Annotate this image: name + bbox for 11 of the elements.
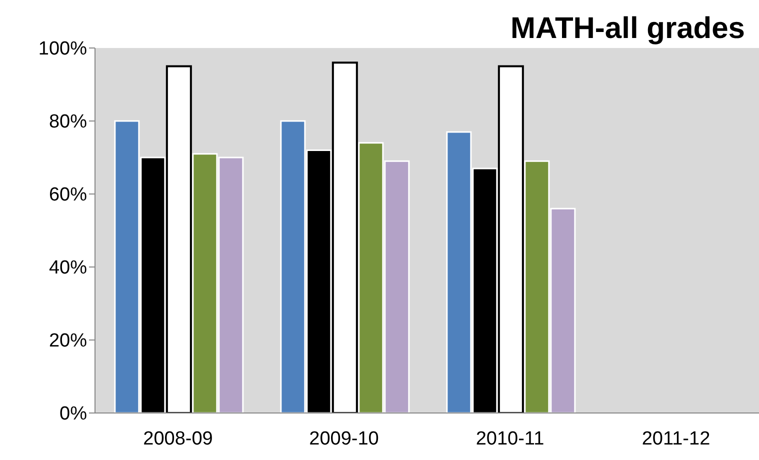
- y-tick-label: 20%: [48, 330, 88, 352]
- x-tick-label: 2009-10: [309, 428, 379, 450]
- y-tick-label: 0%: [60, 404, 88, 425]
- y-tick-label: 40%: [48, 258, 88, 279]
- y-tick-label: 100%: [38, 38, 88, 60]
- x-tick-label: 2011-12: [642, 428, 710, 450]
- x-tick-label: 2008-09: [143, 428, 213, 450]
- x-tick-label: 2010-11: [476, 428, 544, 450]
- y-tick-label: 80%: [48, 112, 88, 133]
- y-tick-label: 60%: [48, 184, 88, 206]
- chart-title: MATH-all grades: [510, 12, 745, 46]
